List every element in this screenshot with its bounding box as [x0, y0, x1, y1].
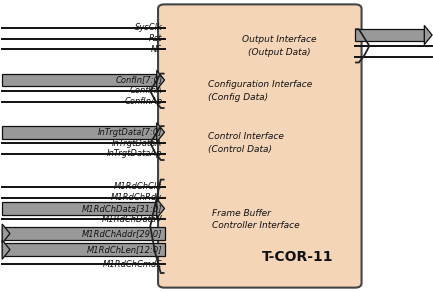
Text: InTrgtDataA: InTrgtDataA [112, 139, 162, 147]
Text: SysClk: SysClk [135, 23, 162, 32]
Text: M1RdChClk: M1RdChClk [114, 182, 162, 191]
Polygon shape [2, 224, 10, 243]
Polygon shape [2, 202, 157, 215]
Polygon shape [157, 70, 165, 90]
Text: ConfIn[7:0]: ConfIn[7:0] [115, 76, 162, 84]
Polygon shape [2, 243, 165, 256]
Polygon shape [424, 25, 432, 45]
Polygon shape [2, 227, 165, 240]
Text: Control Interface
(Control Data): Control Interface (Control Data) [208, 132, 284, 154]
Text: Rst: Rst [149, 34, 162, 43]
Polygon shape [2, 126, 157, 139]
Polygon shape [157, 123, 165, 142]
Text: T-COR-11: T-COR-11 [262, 250, 334, 264]
Text: ConfInAp: ConfInAp [124, 97, 162, 106]
Text: InTrgtData[7:0]: InTrgtData[7:0] [98, 128, 162, 137]
Text: InTrgtDataAp: InTrgtDataAp [107, 150, 162, 158]
Text: ConfInA: ConfInA [129, 86, 162, 95]
Polygon shape [2, 240, 10, 259]
Text: M1RdChData[31:0]: M1RdChData[31:0] [82, 204, 162, 213]
Text: Output Interface
(Output Data): Output Interface (Output Data) [242, 35, 316, 57]
Polygon shape [355, 29, 424, 41]
Text: M1RdChCmdE: M1RdChCmdE [103, 260, 162, 269]
Text: M1RdChAddr[29:0]: M1RdChAddr[29:0] [82, 229, 162, 238]
Polygon shape [157, 199, 165, 218]
Text: M1RdChDataV: M1RdChDataV [102, 215, 162, 224]
Text: NF: NF [151, 45, 162, 54]
Text: M1RdChRdy: M1RdChRdy [111, 193, 162, 202]
Text: M1RdChLen[12:0]: M1RdChLen[12:0] [87, 245, 162, 254]
Text: Frame Buffer
Controller Interface: Frame Buffer Controller Interface [212, 209, 300, 230]
Polygon shape [2, 74, 157, 86]
FancyBboxPatch shape [158, 4, 362, 288]
Text: Configuration Interface
(Config Data): Configuration Interface (Config Data) [208, 80, 312, 102]
